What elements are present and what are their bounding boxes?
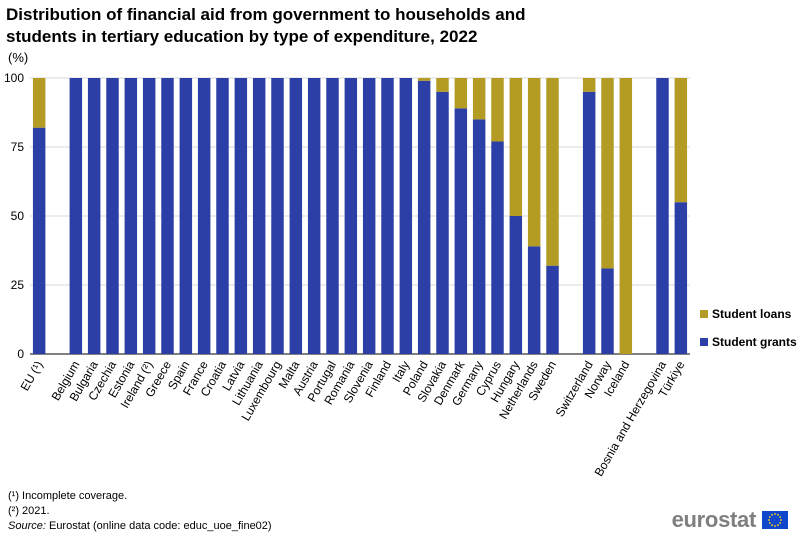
unit-label: (%) xyxy=(8,50,29,65)
bar-student-grants xyxy=(106,78,119,354)
flag-star xyxy=(777,513,779,516)
footnotes: (¹) Incomplete coverage. (²) 2021. Sourc… xyxy=(8,489,272,534)
bar-student-grants xyxy=(161,78,174,354)
flag-star xyxy=(779,516,782,518)
flag-star xyxy=(768,519,770,521)
bar-student-grants xyxy=(381,78,394,354)
bar-student-loans xyxy=(491,78,504,142)
bar-student-grants xyxy=(454,108,468,354)
legend-swatch xyxy=(700,338,708,346)
bar-student-grants xyxy=(436,91,449,355)
bar-student-loans xyxy=(472,78,486,120)
bar-student-grants xyxy=(472,119,486,355)
source-text: Eurostat (online data code: educ_uoe_fin… xyxy=(45,520,272,532)
flag-star xyxy=(780,519,782,521)
bar-student-grants xyxy=(546,265,559,354)
bar-student-grants xyxy=(87,78,101,354)
bar-student-grants xyxy=(271,78,284,354)
bar-student-grants xyxy=(527,246,541,354)
legend-label: Student loans xyxy=(712,307,792,321)
bar-student-loans xyxy=(527,78,541,247)
y-tick-label: 25 xyxy=(11,278,25,292)
bar-student-loans xyxy=(674,78,688,203)
y-tick-label: 50 xyxy=(11,209,25,223)
bar-student-grants xyxy=(307,78,321,354)
bar-student-loans xyxy=(509,78,523,216)
bar-student-grants xyxy=(399,78,413,354)
flag-star xyxy=(774,513,776,515)
chart-title: Distribution of financial aid from gover… xyxy=(6,4,646,48)
eurostat-logo: eurostat xyxy=(672,507,788,533)
flag-star xyxy=(777,524,779,527)
bar-student-grants xyxy=(582,91,596,355)
bar-student-grants xyxy=(234,78,248,354)
chart-title-line-1: Distribution of financial aid from gover… xyxy=(6,5,526,24)
bar-student-grants xyxy=(252,78,266,354)
bar-student-grants xyxy=(344,78,358,354)
source-label: Source: xyxy=(8,520,46,532)
bar-student-grants xyxy=(674,202,688,354)
logo-text: eurostat xyxy=(671,507,757,532)
bar-student-grants xyxy=(179,78,193,354)
bar-student-grants xyxy=(417,80,431,354)
bar-student-loans xyxy=(582,78,596,92)
y-tick-label: 0 xyxy=(17,347,24,361)
bar-student-loans xyxy=(546,78,559,266)
bar-student-grants xyxy=(601,268,614,354)
footnote-1: (¹) Incomplete coverage. xyxy=(8,490,128,502)
x-tick-label: EU (¹) xyxy=(18,359,46,394)
flag-star xyxy=(771,524,773,527)
legend-swatch xyxy=(700,310,708,318)
y-tick-label: 100 xyxy=(4,71,24,85)
bar-student-grants xyxy=(197,78,211,354)
flag-star xyxy=(768,516,771,518)
bar-student-grants xyxy=(32,127,46,355)
bar-student-grants xyxy=(491,141,504,354)
eu-flag-icon xyxy=(762,511,788,529)
bar-student-grants xyxy=(124,78,138,354)
flag-star xyxy=(779,522,782,524)
bar-student-loans xyxy=(417,78,431,81)
bar-student-grants xyxy=(69,78,83,354)
bar-student-grants xyxy=(289,78,303,354)
flag-star xyxy=(774,525,776,527)
bar-student-grants xyxy=(216,78,229,354)
source-note: Source: Eurostat (online data code: educ… xyxy=(8,519,272,534)
bar-student-grants xyxy=(142,78,156,354)
footnote-2: (²) 2021. xyxy=(8,505,50,517)
bar-student-loans xyxy=(454,78,468,109)
bar-student-grants xyxy=(326,78,339,354)
bar-student-grants xyxy=(509,216,523,354)
bar-student-loans xyxy=(619,78,633,354)
chart-title-line-2: students in tertiary education by type o… xyxy=(6,27,478,46)
legend-label: Student grants xyxy=(712,335,797,349)
bar-student-grants xyxy=(656,78,669,354)
bar-student-loans xyxy=(436,78,449,92)
bar-student-loans xyxy=(32,78,46,128)
bar-student-grants xyxy=(362,78,376,354)
flag-star xyxy=(768,522,771,524)
flag-star xyxy=(771,513,773,516)
bar-student-loans xyxy=(601,78,614,269)
y-tick-label: 75 xyxy=(11,140,25,154)
